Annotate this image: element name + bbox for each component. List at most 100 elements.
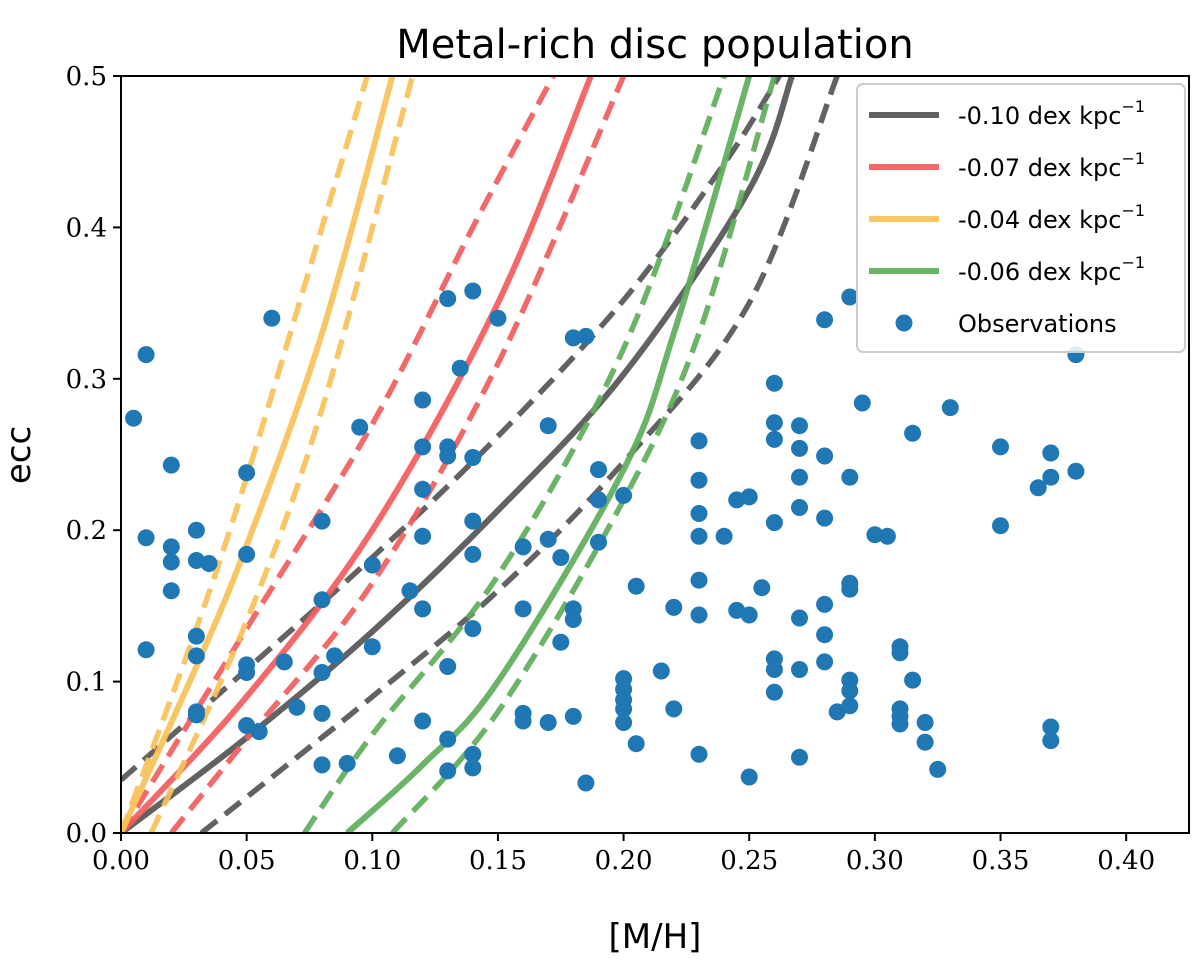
scatter-point-110 <box>791 499 808 516</box>
scatter-point-146 <box>1042 468 1060 486</box>
scatter-point-81 <box>627 735 645 753</box>
scatter-point-2 <box>137 529 155 547</box>
scatter-point-109 <box>791 468 808 486</box>
scatter-point-44 <box>439 447 457 465</box>
scatter-point-93 <box>715 527 733 545</box>
scatter-point-118 <box>816 626 834 644</box>
scatter-point-35 <box>401 582 419 600</box>
plot-frame <box>120 75 1190 834</box>
scatter-point-117 <box>816 595 834 613</box>
scatter-point-52 <box>464 545 482 563</box>
scatter-point-136 <box>904 424 922 442</box>
scatter-point-40 <box>414 600 432 618</box>
scatter-point-39 <box>414 527 432 545</box>
scatter-point-54 <box>464 745 482 763</box>
x-tick-label-5: 0.25 <box>720 846 778 876</box>
scatter-point-91 <box>690 606 708 624</box>
scatter-point-7 <box>162 582 180 600</box>
scatter-point-128 <box>853 394 871 412</box>
scatter-point-36 <box>414 391 432 409</box>
x-tick-label-6: 0.30 <box>846 846 904 876</box>
scatter-point-60 <box>514 712 532 730</box>
scatter-point-88 <box>690 505 708 522</box>
scatter-point-6 <box>162 553 180 571</box>
scatter-point-48 <box>451 359 469 377</box>
scatter-point-80 <box>615 714 633 731</box>
scatter-point-111 <box>791 609 808 627</box>
scatter-point-139 <box>916 733 934 751</box>
scatter-point-126 <box>841 682 859 700</box>
series-0-solid <box>121 76 795 833</box>
scatter-point-101 <box>765 414 783 432</box>
y-tick-label-2: 0.2 <box>66 516 107 546</box>
scatter-point-26 <box>313 664 331 681</box>
scatter-point-114 <box>816 311 834 329</box>
scatter-point-1 <box>137 346 155 364</box>
scatter-point-143 <box>992 517 1009 535</box>
series-2-dashed-1 <box>148 76 416 833</box>
scatter-point-53 <box>464 620 482 638</box>
scatter-point-47 <box>439 762 457 780</box>
x-tick-label-8: 0.40 <box>1097 846 1155 876</box>
scatter-point-57 <box>514 538 532 556</box>
scatter-point-28 <box>313 704 331 722</box>
scatter-point-148 <box>1042 732 1060 750</box>
scatter-point-106 <box>765 683 783 701</box>
scatter-point-4 <box>162 456 180 474</box>
scatter-point-11 <box>187 627 205 645</box>
scatter-point-84 <box>665 598 683 616</box>
scatter-point-83 <box>652 662 670 680</box>
y-tick-label-5: 0.5 <box>66 62 107 92</box>
scatter-point-129 <box>866 526 884 544</box>
legend-label-0: -0.10 dex kpc−1 <box>958 97 1145 130</box>
scatter-point-42 <box>439 290 457 308</box>
scatter-point-12 <box>187 647 205 665</box>
scatter-point-115 <box>816 447 834 465</box>
scatter-point-74 <box>590 533 607 551</box>
scatter-point-8 <box>187 521 205 539</box>
scatter-point-66 <box>564 329 582 347</box>
scatter-point-137 <box>904 671 922 689</box>
scatter-point-27 <box>326 647 344 665</box>
legend-label-2: -0.04 dex kpc−1 <box>958 201 1145 234</box>
scatter-point-33 <box>363 638 381 656</box>
series-3-dashed-0 <box>302 76 727 833</box>
legend: -0.10 dex kpc−1 -0.07 dex kpc−1 -0.04 dex … <box>856 83 1186 353</box>
scatter-point-58 <box>514 600 532 618</box>
series-1-solid <box>121 76 594 833</box>
scatter-point-22 <box>275 653 293 671</box>
scatter-point-3 <box>137 641 155 659</box>
scatter-point-124 <box>841 580 859 598</box>
scatter-point-56 <box>489 309 507 327</box>
scatter-point-140 <box>929 760 947 778</box>
scatter-point-141 <box>941 399 959 417</box>
x-axis-label: [M/H] <box>609 917 702 957</box>
scatter-point-130 <box>878 527 896 545</box>
x-tick-label-4: 0.20 <box>595 846 653 876</box>
scatter-point-85 <box>665 700 683 718</box>
series-3-solid <box>345 76 753 833</box>
x-tick-label-3: 0.15 <box>469 846 527 876</box>
scatter-point-87 <box>690 471 708 489</box>
scatter-point-149 <box>1067 462 1085 480</box>
scatter-point-45 <box>439 658 457 675</box>
scatter-point-72 <box>590 461 607 479</box>
legend-swatch-observations <box>895 314 913 332</box>
scatter-point-102 <box>765 430 783 448</box>
scatter-point-144 <box>1029 479 1047 497</box>
scatter-point-34 <box>388 747 406 765</box>
scatter-point-49 <box>464 282 482 300</box>
scatter-point-75 <box>615 486 633 504</box>
scatter-point-69 <box>564 611 582 628</box>
scatter-point-120 <box>828 703 846 721</box>
scatter-point-135 <box>891 715 909 733</box>
scatter-point-103 <box>765 514 783 532</box>
scatter-point-24 <box>313 512 331 530</box>
scatter-point-119 <box>816 653 834 671</box>
scatter-point-16 <box>238 545 256 563</box>
scatter-point-86 <box>690 432 708 450</box>
y-tick-label-3: 0.3 <box>66 365 107 395</box>
scatter-point-132 <box>891 644 909 662</box>
scatter-point-79 <box>615 700 633 718</box>
